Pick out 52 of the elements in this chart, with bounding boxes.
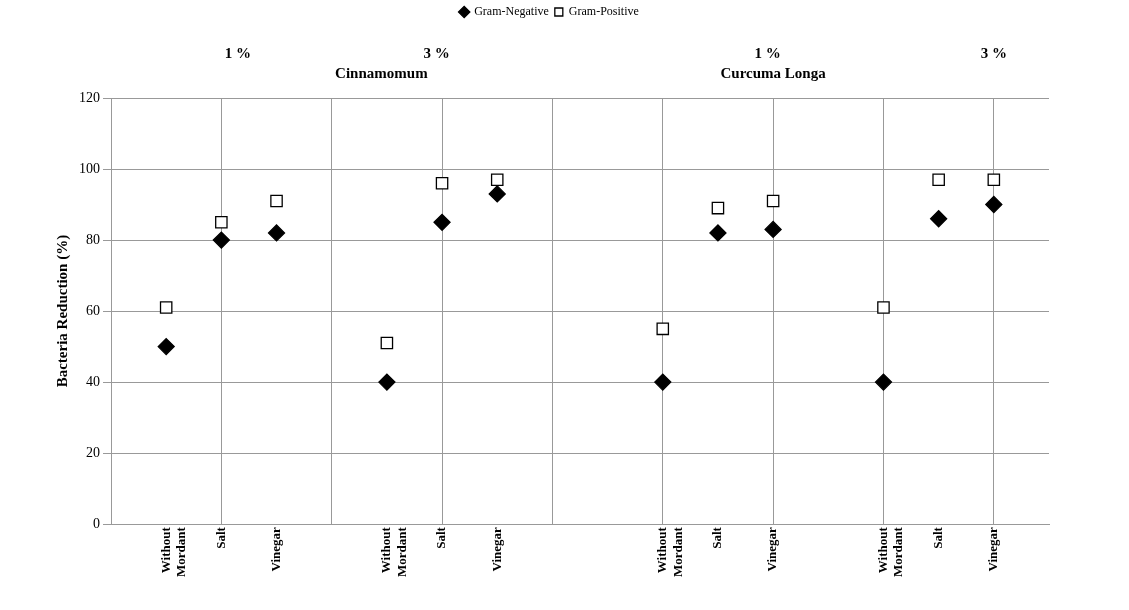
point: [985, 195, 1003, 214]
point: [490, 173, 504, 186]
y-tick-label: 20: [86, 444, 100, 460]
point: [159, 301, 173, 314]
point: [654, 373, 672, 391]
text: 3 %: [980, 44, 1007, 61]
x-tick-label: Vinegar: [267, 526, 283, 572]
y-tick-label: 120: [79, 89, 100, 105]
point: [711, 201, 725, 215]
x-tick-label: Vinegar: [488, 526, 504, 572]
text: 1 %: [224, 44, 252, 61]
text: Curcuma Longa: [720, 64, 827, 81]
point: [656, 322, 670, 336]
legend-label: Gram-Positive: [568, 4, 639, 19]
point: [766, 194, 780, 208]
point: [378, 373, 396, 391]
point: [212, 231, 230, 249]
point: [932, 173, 945, 186]
point: [874, 373, 893, 391]
point: [433, 213, 451, 231]
x-tick-label: Without Mordant: [378, 526, 409, 578]
legend-label: Gram-Negative: [474, 4, 549, 19]
x-tick-label: Vinegar: [985, 526, 1001, 572]
point: [267, 224, 286, 242]
y-tick-label: 0: [93, 515, 100, 531]
point: [270, 194, 283, 208]
x-tick-label: Salt: [212, 526, 228, 549]
text: 3 %: [423, 44, 450, 61]
point: [380, 336, 394, 350]
y-axis-title: Bacteria Reduction (%): [53, 234, 71, 388]
y-tick-label: 40: [86, 373, 100, 389]
x-tick-label: Without Mordant: [654, 526, 685, 578]
point: [435, 176, 449, 190]
y-tick-label: 80: [86, 231, 100, 247]
x-tick-label: Salt: [930, 526, 946, 549]
x-tick-label: Without Mordant: [157, 526, 189, 578]
text: 1 %: [754, 44, 781, 61]
point: [877, 301, 890, 314]
x-tick-label: Without Mordant: [874, 526, 906, 578]
point: [764, 220, 782, 239]
point: [987, 173, 1001, 186]
point: [215, 215, 228, 229]
x-tick-label: Salt: [433, 526, 449, 549]
x-tick-label: Salt: [709, 526, 725, 549]
y-tick-label: 100: [79, 160, 100, 176]
point: [488, 185, 506, 203]
x-tick-label: Vinegar: [764, 526, 780, 572]
y-tick-label: 60: [86, 302, 100, 318]
point: [157, 337, 175, 356]
point: [709, 224, 727, 242]
point: [930, 210, 948, 228]
text: Cinnamomum: [335, 64, 429, 81]
